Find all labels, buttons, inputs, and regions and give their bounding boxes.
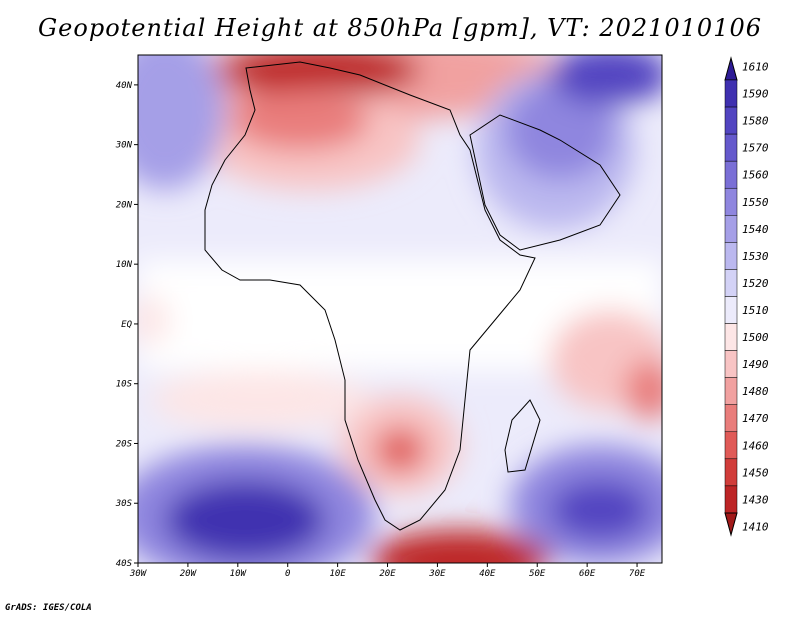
lat-tick-label: 40N (116, 81, 133, 91)
colorbar-swatch (724, 187, 738, 216)
colorbar: 1610 1590 1580 1570 1560 1550 1540 1530 1520 1510… (724, 56, 769, 537)
lon-tick-label: 50E (529, 569, 546, 579)
lat-tick-label: 10S (116, 380, 133, 390)
colorbar-label: 1570 (742, 142, 769, 155)
colorbar-label: 1470 (742, 412, 769, 425)
high-southern-africa-core (375, 428, 425, 472)
lat-tick-label: 30S (115, 499, 133, 509)
colorbar-label: 1430 (742, 493, 769, 506)
lat-tick-label: EQ (121, 320, 132, 330)
colorbar-label: 1610 (742, 60, 769, 73)
colorbar-swatch (724, 458, 738, 487)
colorbar-label: 1590 (742, 88, 769, 101)
map-title: Geopotential Height at 850hPa [gpm], VT:… (38, 14, 762, 42)
lat-tick-label: 30N (115, 141, 133, 151)
colorbar-label: 1450 (742, 466, 769, 479)
high-atlantic-subtropic (150, 370, 370, 430)
colorbar-swatch (724, 377, 738, 405)
colorbar-swatch (724, 106, 738, 135)
lon-tick-label: 40E (479, 569, 496, 579)
lon-tick-label: 0 (285, 569, 290, 579)
credit-label: GrADS: IGES/COLA (5, 603, 92, 613)
colorbar-swatch (724, 269, 738, 297)
colorbar-swatch (724, 431, 738, 460)
lon-tick-label: 30W (129, 569, 148, 579)
colorbar-swatch (724, 133, 738, 162)
colorbar-top-arrow (724, 56, 738, 81)
low-north-atlantic (138, 55, 225, 190)
lon-tick-label: 60E (579, 569, 596, 579)
colorbar-label: 1520 (742, 277, 769, 290)
lon-tick-label: 70E (629, 569, 646, 579)
longitude-axis: 30W 20W 10W 0 10E 20E 30E 40E 50E 60E 70E (129, 563, 646, 579)
latitude-axis: 40N 30N 20N 10N EQ 10S 20S 30S 40S (115, 81, 138, 569)
lat-tick-label: 20N (116, 200, 133, 210)
lat-tick-label: 10N (116, 260, 133, 270)
colorbar-label: 1530 (742, 250, 769, 263)
colorbar-label: 1480 (742, 385, 769, 398)
colorbar-swatch (724, 350, 738, 378)
colorbar-label: 1510 (742, 304, 769, 317)
lon-tick-label: 30E (428, 569, 446, 579)
colorbar-swatch (724, 404, 738, 433)
colorbar-swatch (724, 215, 738, 243)
colorbar-swatch (724, 160, 738, 189)
coastline-arabia (469, 114, 621, 251)
low-south-atlantic-core (165, 480, 325, 560)
high-madagascar-east (625, 360, 662, 420)
plot-area (138, 55, 662, 563)
coastline-africa (204, 61, 536, 531)
lon-tick-label: 10W (230, 569, 248, 579)
colorbar-label: 1410 (742, 520, 769, 533)
colorbar-label: 1550 (742, 196, 769, 209)
field-shading (138, 55, 662, 563)
lon-tick-label: 20E (379, 569, 396, 579)
ridge-sahara-core (230, 90, 370, 150)
colorbar-swatch (724, 485, 738, 514)
high-west-equatorial (138, 295, 170, 345)
colorbar-label: 1460 (742, 439, 769, 452)
colorbar-label: 1560 (742, 169, 769, 182)
colorbar-swatch (724, 323, 738, 351)
colorbar-label: 1490 (742, 358, 769, 371)
colorbar-bottom-arrow (724, 512, 738, 537)
colorbar-swatch (724, 242, 738, 270)
low-arabia-core (505, 80, 615, 180)
low-iran (550, 55, 662, 105)
low-south-indian-core (550, 480, 650, 540)
coastline-madagascar (504, 399, 541, 473)
high-cape (370, 530, 550, 563)
colorbar-label: 1500 (742, 331, 769, 344)
lon-tick-label: 10E (329, 569, 346, 579)
colorbar-label: 1580 (742, 115, 769, 128)
plot-frame (137, 54, 663, 564)
lon-tick-label: 20W (180, 569, 198, 579)
colorbar-label: 1540 (742, 223, 769, 236)
colorbar-swatch (724, 296, 738, 324)
lat-tick-label: 40S (116, 559, 133, 569)
lat-tick-label: 20S (116, 439, 133, 449)
colorbar-swatch (724, 79, 738, 108)
